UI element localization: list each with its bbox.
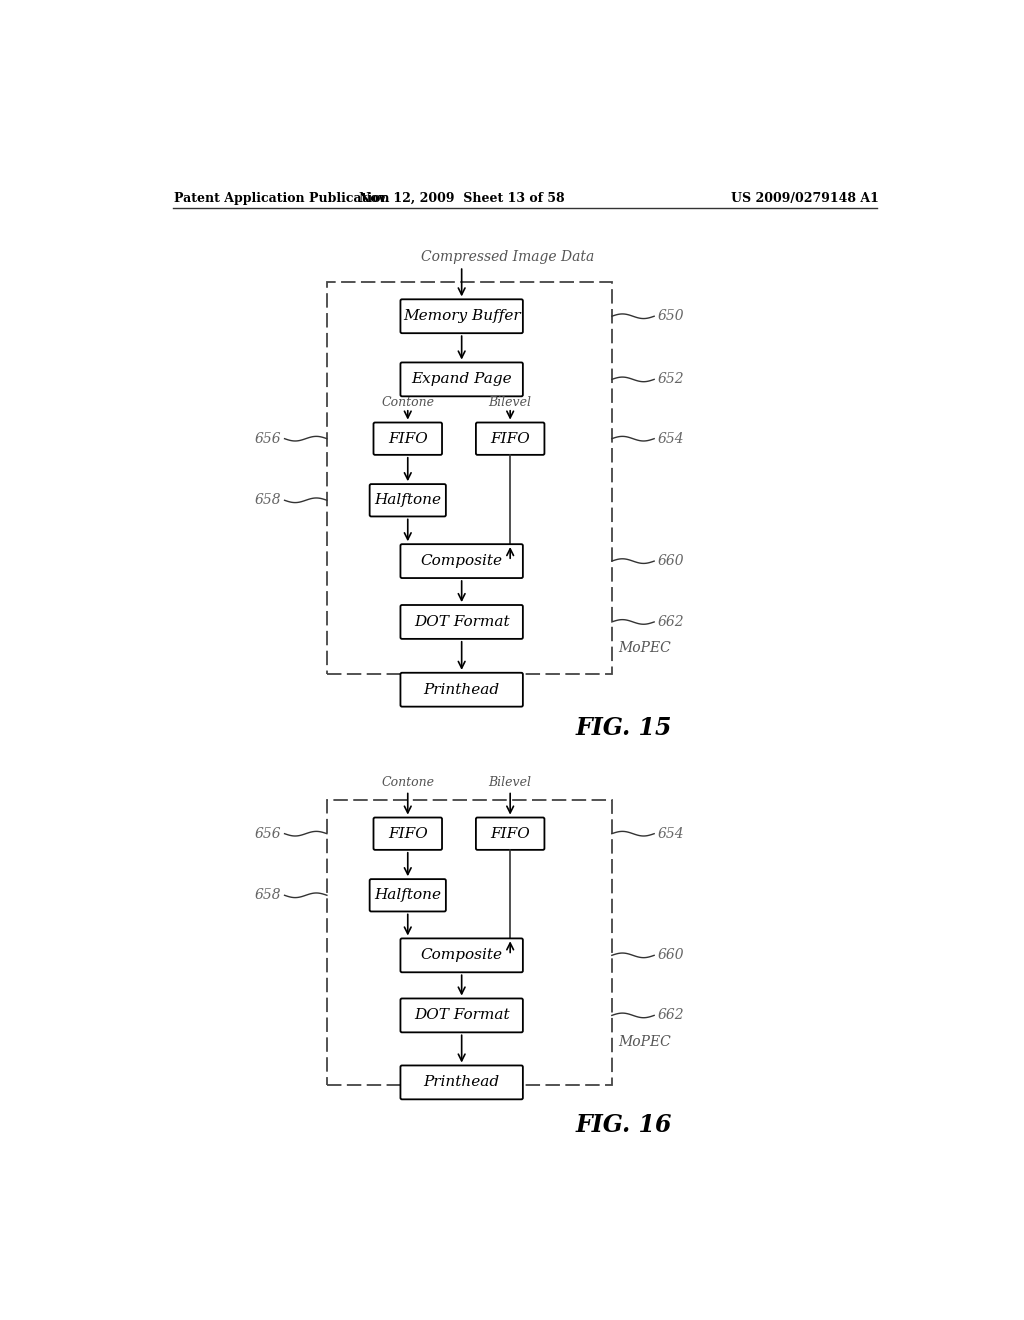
FancyBboxPatch shape <box>370 484 445 516</box>
Text: 662: 662 <box>657 615 684 628</box>
Text: 658: 658 <box>255 494 282 507</box>
FancyBboxPatch shape <box>400 605 523 639</box>
Text: 662: 662 <box>657 1008 684 1023</box>
FancyBboxPatch shape <box>400 363 523 396</box>
Text: Bilevel: Bilevel <box>488 396 531 409</box>
Text: Nov. 12, 2009  Sheet 13 of 58: Nov. 12, 2009 Sheet 13 of 58 <box>358 191 564 205</box>
FancyBboxPatch shape <box>400 998 523 1032</box>
Text: FIG. 15: FIG. 15 <box>575 717 672 741</box>
Text: Compressed Image Data: Compressed Image Data <box>421 249 595 264</box>
Text: FIFO: FIFO <box>490 826 530 841</box>
FancyBboxPatch shape <box>400 939 523 973</box>
Bar <box>327 800 611 1085</box>
Text: 650: 650 <box>657 309 684 323</box>
FancyBboxPatch shape <box>400 300 523 333</box>
FancyBboxPatch shape <box>374 422 442 455</box>
Text: Contone: Contone <box>381 776 434 789</box>
FancyBboxPatch shape <box>476 817 545 850</box>
Text: 654: 654 <box>657 826 684 841</box>
Text: 660: 660 <box>657 554 684 568</box>
Text: Composite: Composite <box>421 948 503 962</box>
FancyBboxPatch shape <box>374 817 442 850</box>
Text: FIG. 16: FIG. 16 <box>575 1113 672 1137</box>
Text: 656: 656 <box>255 432 282 446</box>
Text: Printhead: Printhead <box>424 1076 500 1089</box>
Text: 658: 658 <box>255 888 282 903</box>
Text: 656: 656 <box>255 826 282 841</box>
Text: 654: 654 <box>657 432 684 446</box>
Text: Printhead: Printhead <box>424 682 500 697</box>
Text: 652: 652 <box>657 372 684 387</box>
FancyBboxPatch shape <box>476 422 545 455</box>
Text: Patent Application Publication: Patent Application Publication <box>174 191 390 205</box>
Text: Memory Buffer: Memory Buffer <box>402 309 520 323</box>
Text: Bilevel: Bilevel <box>488 776 531 789</box>
Text: Composite: Composite <box>421 554 503 568</box>
Text: FIFO: FIFO <box>388 826 428 841</box>
FancyBboxPatch shape <box>400 673 523 706</box>
Bar <box>327 281 611 675</box>
FancyBboxPatch shape <box>400 1065 523 1100</box>
Text: DOT Format: DOT Format <box>414 615 510 628</box>
Text: MoPEC: MoPEC <box>617 1035 671 1048</box>
Text: FIFO: FIFO <box>490 432 530 446</box>
Text: FIFO: FIFO <box>388 432 428 446</box>
Text: US 2009/0279148 A1: US 2009/0279148 A1 <box>731 191 879 205</box>
Text: Halftone: Halftone <box>374 888 441 903</box>
Text: MoPEC: MoPEC <box>617 642 671 655</box>
Text: Halftone: Halftone <box>374 494 441 507</box>
Text: Contone: Contone <box>381 396 434 409</box>
FancyBboxPatch shape <box>370 879 445 911</box>
Text: DOT Format: DOT Format <box>414 1008 510 1023</box>
Text: 660: 660 <box>657 948 684 962</box>
Text: Expand Page: Expand Page <box>412 372 512 387</box>
FancyBboxPatch shape <box>400 544 523 578</box>
